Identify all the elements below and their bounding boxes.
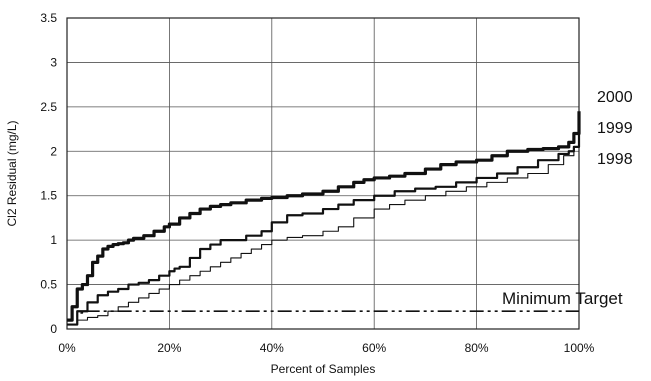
y-tick-label: 2.5 xyxy=(40,100,57,114)
x-tick-label: 40% xyxy=(260,341,284,355)
plot-area-frame xyxy=(66,17,580,330)
x-tick-label: 80% xyxy=(465,341,489,355)
series-line-minimum-target xyxy=(67,310,579,326)
y-tick-label: 1.5 xyxy=(40,189,57,203)
y-axis-label: Cl2 Residual (mg/L) xyxy=(5,120,19,226)
series-line-1999 xyxy=(67,124,581,326)
x-tick-label: 100% xyxy=(564,341,595,355)
y-tick-label: 3.5 xyxy=(40,11,57,25)
minimum-target-label: Minimum Target xyxy=(502,289,623,308)
x-axis-label: Percent of Samples xyxy=(271,362,376,376)
y-tick-label: 1 xyxy=(50,233,57,247)
y-tick-labels: 0 0.5 1 1.5 2 2.5 3 3.5 xyxy=(40,11,57,336)
series-label-1999: 1999 xyxy=(597,120,633,137)
series-line-1998 xyxy=(67,129,580,326)
y-tick-label: 0 xyxy=(50,322,57,336)
x-tick-labels: 0% 20% 40% 60% 80% 100% xyxy=(58,341,594,355)
series-line-2000 xyxy=(67,111,581,322)
y-tick-label: 3 xyxy=(50,55,57,69)
x-tick-label: 0% xyxy=(58,341,76,355)
series-label-1998: 1998 xyxy=(597,151,633,168)
x-tick-label: 60% xyxy=(362,341,386,355)
y-tick-label: 0.5 xyxy=(40,278,57,292)
series-layer xyxy=(67,111,581,326)
series-label-2000: 2000 xyxy=(597,89,633,106)
y-tick-label: 2 xyxy=(50,144,57,158)
x-tick-label: 20% xyxy=(157,341,181,355)
